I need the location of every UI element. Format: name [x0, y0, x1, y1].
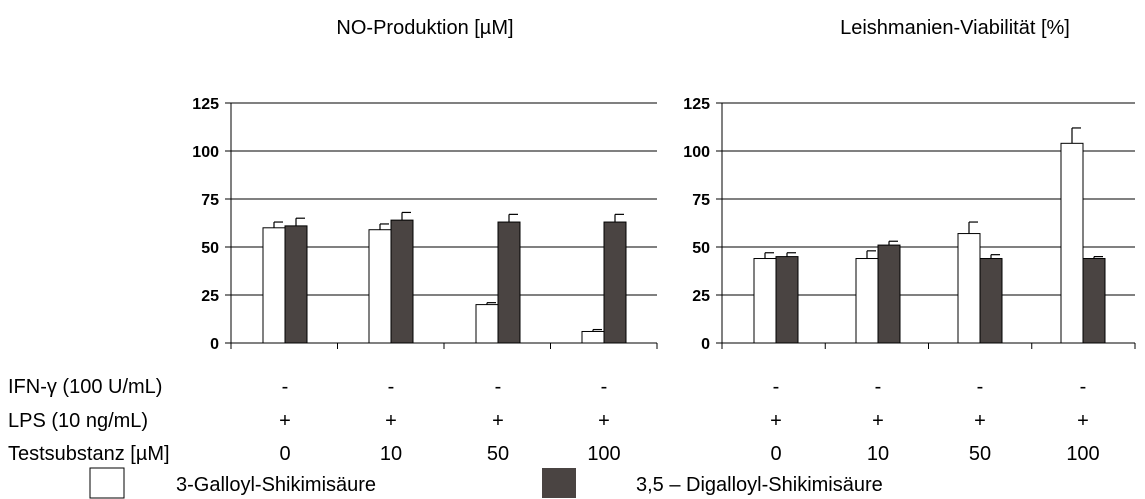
ifn-value: -	[282, 376, 289, 398]
bar-digalloyl	[775, 256, 799, 344]
bar-galloyl	[1060, 142, 1084, 344]
ifn-value: -	[1080, 376, 1087, 398]
y-tick-label: 75	[692, 192, 710, 209]
bar-galloyl	[855, 258, 879, 344]
y-tick-label: 0	[701, 336, 710, 353]
lps-value: +	[872, 410, 884, 432]
bar-galloyl	[753, 258, 777, 344]
y-tick-label: 50	[692, 240, 710, 257]
ifn-value: -	[977, 376, 984, 398]
ifn-value: -	[601, 376, 608, 398]
legend-label-galloyl: 3-Galloyl-Shikimisäure	[176, 474, 376, 496]
test-value: 100	[587, 443, 620, 465]
test-label: Testsubstanz [µM]	[8, 443, 170, 465]
chart-no-production: 0 25 50 75 100 125	[192, 96, 658, 353]
lps-label: LPS (10 ng/mL)	[8, 410, 148, 432]
bar-digalloyl	[877, 244, 901, 344]
lps-value: +	[770, 410, 782, 432]
ifn-value: -	[495, 376, 502, 398]
lps-value: +	[385, 410, 397, 432]
ifn-value: -	[875, 376, 882, 398]
test-value: 0	[770, 443, 781, 465]
y-tick-label: 125	[192, 96, 219, 113]
test-value: 50	[969, 443, 991, 465]
legend-swatch-digalloyl	[542, 468, 576, 498]
y-tick-label: 25	[201, 288, 219, 305]
ifn-value: -	[388, 376, 395, 398]
y-tick-label: 0	[210, 336, 219, 353]
legend-swatch-galloyl	[89, 467, 125, 499]
bar-digalloyl	[390, 219, 414, 344]
bar-galloyl	[368, 229, 392, 344]
y-tick-label: 125	[683, 96, 710, 113]
lps-value: +	[974, 410, 986, 432]
test-value: 10	[867, 443, 889, 465]
bar-galloyl	[581, 330, 605, 344]
test-value: 0	[279, 443, 290, 465]
bar-digalloyl	[603, 221, 627, 344]
chart-title-no: NO-Produktion [µM]	[336, 17, 513, 39]
bar-galloyl	[957, 233, 981, 344]
chart-leishmania-viability: 0 25 50 75 100 125	[683, 96, 1136, 353]
bar-digalloyl	[497, 221, 521, 344]
chart-title-viability: Leishmanien-Viabilität [%]	[840, 17, 1070, 39]
y-tick-label: 100	[192, 144, 219, 161]
lps-value: +	[598, 410, 610, 432]
y-tick-label: 75	[201, 192, 219, 209]
test-value: 10	[380, 443, 402, 465]
legend-label-digalloyl: 3,5 – Digalloyl-Shikimisäure	[636, 474, 883, 496]
lps-value: +	[492, 410, 504, 432]
test-value: 100	[1066, 443, 1099, 465]
bar-digalloyl	[1082, 258, 1106, 344]
test-value: 50	[487, 443, 509, 465]
ifn-label: IFN-γ (100 U/mL)	[8, 376, 162, 398]
bar-digalloyl	[284, 225, 308, 344]
y-tick-label: 25	[692, 288, 710, 305]
lps-value: +	[1077, 410, 1089, 432]
y-tick-label: 50	[201, 240, 219, 257]
bar-galloyl	[475, 304, 499, 344]
bar-galloyl	[262, 227, 286, 344]
bar-digalloyl	[979, 258, 1003, 344]
y-tick-label: 100	[683, 144, 710, 161]
ifn-value: -	[773, 376, 780, 398]
lps-value: +	[279, 410, 291, 432]
condition-values: - - - - + + + +0 10 50 100 - - - - + + + +0 10 50 100	[279, 376, 1100, 465]
